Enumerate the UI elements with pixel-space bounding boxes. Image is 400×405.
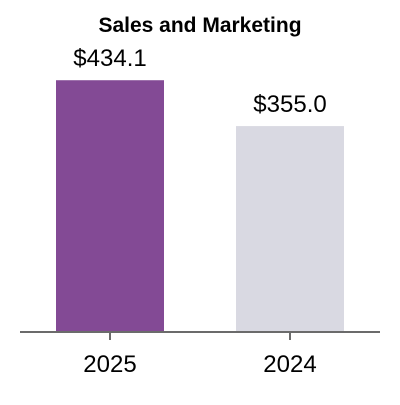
x-tick-label-2024: 2024 (263, 351, 316, 378)
bar-2024 (236, 126, 344, 332)
data-label-2025: $434.1 (73, 45, 146, 72)
bar-2025 (56, 80, 164, 332)
data-label-2024: $355.0 (253, 91, 326, 118)
x-tick-label-2025: 2025 (83, 351, 136, 378)
chart-title: Sales and Marketing (98, 14, 302, 37)
